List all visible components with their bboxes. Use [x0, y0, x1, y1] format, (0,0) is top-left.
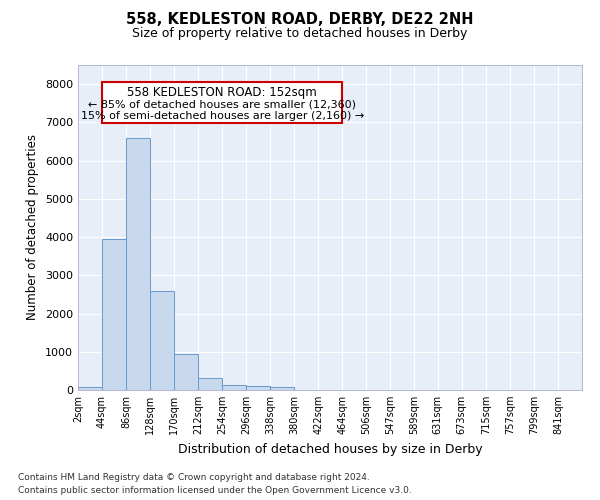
Text: 15% of semi-detached houses are larger (2,160) →: 15% of semi-detached houses are larger (… [80, 111, 364, 121]
Text: 558 KEDLESTON ROAD: 152sqm: 558 KEDLESTON ROAD: 152sqm [127, 86, 317, 99]
Bar [246, 386, 270, 390]
FancyBboxPatch shape [102, 82, 342, 123]
Bar [174, 354, 198, 390]
Text: Size of property relative to detached houses in Derby: Size of property relative to detached ho… [133, 28, 467, 40]
Bar [222, 385, 246, 390]
Bar [198, 378, 222, 390]
Bar [78, 387, 102, 390]
Text: Contains HM Land Registry data © Crown copyright and database right 2024.: Contains HM Land Registry data © Crown c… [18, 472, 370, 482]
Bar [102, 239, 126, 390]
Text: 558, KEDLESTON ROAD, DERBY, DE22 2NH: 558, KEDLESTON ROAD, DERBY, DE22 2NH [126, 12, 474, 28]
Bar [150, 290, 174, 390]
Text: Distribution of detached houses by size in Derby: Distribution of detached houses by size … [178, 442, 482, 456]
Y-axis label: Number of detached properties: Number of detached properties [26, 134, 40, 320]
Text: Contains public sector information licensed under the Open Government Licence v3: Contains public sector information licen… [18, 486, 412, 495]
Text: ← 85% of detached houses are smaller (12,360): ← 85% of detached houses are smaller (12… [88, 100, 356, 110]
Bar [270, 387, 294, 390]
Bar [126, 138, 150, 390]
